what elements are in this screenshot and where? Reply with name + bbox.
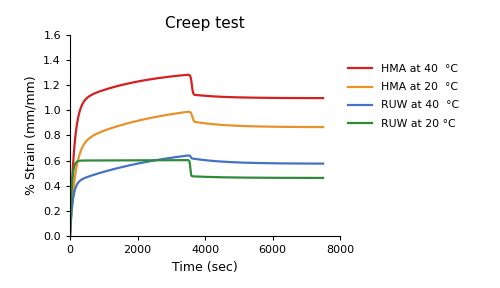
Y-axis label: % Strain (mm/mm): % Strain (mm/mm): [24, 75, 38, 195]
X-axis label: Time (sec): Time (sec): [172, 261, 238, 274]
Legend: HMA at 40  °C, HMA at 20  °C, RUW at 40  °C, RUW at 20 °C: HMA at 40 °C, HMA at 20 °C, RUW at 40 °C…: [348, 64, 459, 128]
Title: Creep test: Creep test: [165, 16, 245, 31]
